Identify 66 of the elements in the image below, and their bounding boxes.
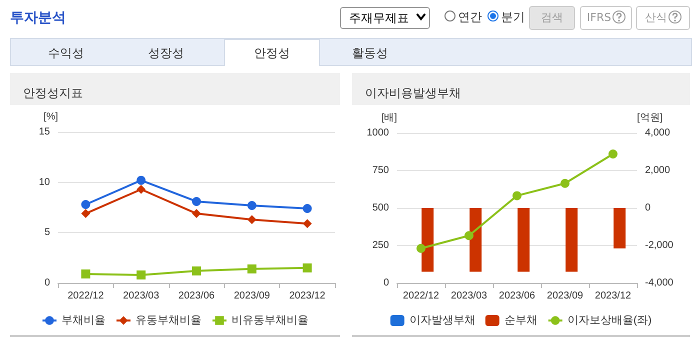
legend-label: 유동부채비율 bbox=[136, 314, 202, 326]
x-tick-label: 2023/12 bbox=[594, 290, 632, 302]
y-tick-label: 750 bbox=[372, 165, 390, 176]
y-tick-label: 250 bbox=[372, 240, 390, 251]
y-tick-label: 10 bbox=[38, 176, 50, 188]
point bbox=[136, 184, 146, 194]
x-tick-label: 2023/09 bbox=[234, 290, 270, 302]
point bbox=[302, 219, 312, 228]
point bbox=[247, 200, 256, 210]
point bbox=[512, 191, 522, 200]
legend-label: 순부채 bbox=[504, 314, 538, 326]
point bbox=[247, 264, 256, 274]
point bbox=[247, 215, 256, 224]
text: 산식 bbox=[636, 6, 690, 30]
y2-axis-title: [억원] bbox=[637, 112, 663, 124]
point bbox=[81, 200, 90, 209]
point bbox=[464, 231, 474, 240]
point bbox=[81, 269, 90, 278]
y-tick-label: 15 bbox=[38, 126, 50, 138]
point bbox=[192, 209, 201, 218]
text: 성장성 bbox=[148, 45, 184, 62]
point bbox=[81, 209, 90, 218]
legend-label: 비유동부채비율 bbox=[232, 314, 308, 326]
y2-tick-label: -4,000 bbox=[645, 278, 674, 288]
point bbox=[302, 263, 312, 272]
legend-label: 부채비율 bbox=[62, 314, 106, 326]
y-tick-label: 0 bbox=[44, 278, 50, 288]
point bbox=[302, 204, 312, 214]
point bbox=[136, 176, 146, 185]
text: 연간 bbox=[458, 9, 482, 26]
text: 검색 bbox=[529, 6, 575, 30]
x-tick-label: 2023/09 bbox=[546, 290, 584, 302]
text: 분기 bbox=[501, 9, 525, 26]
point bbox=[192, 266, 201, 276]
text: 투자분석 bbox=[10, 9, 66, 27]
chart-title: 안정성지표 bbox=[23, 86, 83, 100]
x-tick-label: 2022/12 bbox=[402, 290, 440, 302]
point bbox=[192, 196, 201, 206]
y-tick-label: 1000 bbox=[366, 128, 390, 138]
x-tick-label: 2023/03 bbox=[123, 290, 160, 302]
y-tick-label: 5 bbox=[44, 227, 50, 238]
y-axis-title: [%] bbox=[44, 112, 58, 122]
legend-label: 이자발생부채 bbox=[409, 314, 476, 326]
x-tick-label: 2023/06 bbox=[498, 290, 536, 302]
text: 수익성 bbox=[48, 45, 84, 62]
text: IFRS bbox=[580, 6, 632, 30]
y2-tick-label: 2,000 bbox=[645, 165, 670, 176]
y2-tick-label: 0 bbox=[645, 202, 651, 214]
point bbox=[416, 244, 426, 253]
legend-label: 이자보상배율(좌) bbox=[567, 314, 652, 326]
y2-tick-label: -2,000 bbox=[645, 240, 674, 251]
y-tick-label: 0 bbox=[383, 278, 390, 288]
point bbox=[136, 270, 146, 280]
x-tick-label: 2023/03 bbox=[450, 290, 488, 302]
y-axis-title: [배] bbox=[381, 112, 398, 124]
text: 안정성 bbox=[224, 39, 320, 66]
x-tick-label: 2023/06 bbox=[178, 290, 216, 302]
text: 활동성 bbox=[352, 45, 388, 62]
point bbox=[608, 150, 618, 158]
y-tick-label: 500 bbox=[372, 202, 390, 214]
point bbox=[560, 178, 570, 188]
x-tick-label: 2023/12 bbox=[289, 290, 326, 302]
y2-tick-label: 4,000 bbox=[645, 128, 670, 138]
text: 주재무제표 bbox=[340, 7, 430, 29]
chart-title: 이자비용발생부채 bbox=[365, 86, 461, 100]
x-tick-label: 2022/12 bbox=[68, 290, 104, 302]
